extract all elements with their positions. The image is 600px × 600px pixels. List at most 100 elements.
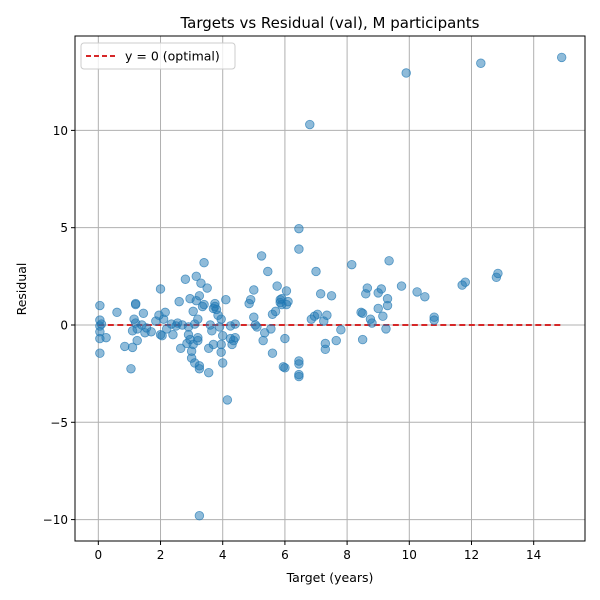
data-point xyxy=(249,312,259,322)
data-point xyxy=(283,296,293,307)
data-point xyxy=(193,335,203,346)
data-point xyxy=(216,339,226,350)
data-point xyxy=(326,291,337,301)
data-point xyxy=(218,330,228,341)
data-point xyxy=(280,363,290,373)
data-point xyxy=(256,251,267,261)
x-tick-label: 14 xyxy=(526,548,541,562)
data-point xyxy=(258,335,268,346)
axis-ticks: 0 2 4 6 8 10 12 14 −10 −5 0 5 10 xyxy=(43,124,542,562)
data-point xyxy=(315,289,326,299)
data-point xyxy=(266,324,276,334)
data-point xyxy=(378,311,388,321)
data-point xyxy=(281,286,292,296)
data-point xyxy=(207,326,217,336)
data-point xyxy=(194,364,205,374)
y-tick-label: −5 xyxy=(50,416,68,430)
x-tick-label: 8 xyxy=(343,548,351,562)
data-point xyxy=(194,511,205,521)
x-axis-label: Target (years) xyxy=(286,570,374,585)
data-point xyxy=(336,325,346,335)
data-point xyxy=(249,285,259,295)
data-point xyxy=(146,327,156,337)
data-point xyxy=(208,339,219,350)
data-point xyxy=(132,335,142,346)
data-point xyxy=(127,342,138,353)
data-point xyxy=(95,348,105,358)
data-point xyxy=(280,333,290,344)
data-point xyxy=(357,334,368,345)
data-point xyxy=(373,303,383,314)
data-point xyxy=(95,300,105,311)
data-point xyxy=(194,291,205,301)
data-point xyxy=(246,294,256,305)
data-point xyxy=(202,283,212,293)
y-tick-label: 5 xyxy=(60,221,68,235)
y-axis-label: Residual xyxy=(14,263,29,316)
data-point xyxy=(270,306,281,317)
y-tick-label: 10 xyxy=(53,124,68,138)
data-point xyxy=(214,322,225,332)
data-point xyxy=(311,266,321,277)
data-point xyxy=(196,278,206,288)
data-point xyxy=(120,341,130,352)
data-point xyxy=(382,294,393,304)
data-point xyxy=(174,296,184,307)
data-point xyxy=(101,332,111,343)
data-point xyxy=(362,283,373,293)
data-point xyxy=(272,281,282,291)
data-point xyxy=(294,244,304,254)
data-point xyxy=(263,266,273,277)
data-point xyxy=(126,364,136,374)
data-point xyxy=(193,314,203,324)
data-point xyxy=(460,277,470,287)
data-point xyxy=(493,268,503,279)
chart-title: Targets vs Residual (val), M participant… xyxy=(179,14,479,32)
data-point xyxy=(367,318,377,328)
data-point xyxy=(160,307,170,318)
data-point xyxy=(218,358,228,368)
legend-box xyxy=(80,42,236,70)
data-point xyxy=(199,258,209,268)
data-point xyxy=(157,330,167,341)
data-point xyxy=(305,119,315,130)
data-point xyxy=(267,348,278,358)
data-point xyxy=(294,223,304,234)
data-point xyxy=(347,259,357,270)
data-point xyxy=(381,324,391,334)
data-point xyxy=(294,359,304,369)
x-tick-label: 6 xyxy=(281,548,289,562)
y-tick-label: 0 xyxy=(60,318,68,332)
data-point xyxy=(401,68,411,78)
x-tick-label: 4 xyxy=(219,548,227,562)
x-tick-label: 10 xyxy=(402,548,417,562)
legend-label: y = 0 (optimal) xyxy=(125,49,220,64)
data-point xyxy=(429,315,439,325)
x-tick-label: 2 xyxy=(157,548,165,562)
data-point xyxy=(412,287,422,297)
data-point xyxy=(556,52,567,63)
data-point xyxy=(396,281,407,291)
data-point xyxy=(216,347,226,357)
data-point xyxy=(230,332,240,343)
data-point xyxy=(138,308,149,319)
data-point xyxy=(204,367,214,378)
data-point xyxy=(357,308,368,319)
data-point xyxy=(230,319,240,329)
data-point xyxy=(180,274,191,284)
data-point xyxy=(112,307,122,318)
data-point xyxy=(188,306,198,317)
data-point xyxy=(222,395,233,405)
data-point xyxy=(176,343,186,354)
data-point xyxy=(216,314,226,324)
data-point xyxy=(476,58,486,68)
data-point xyxy=(320,344,331,355)
legend: y = 0 (optimal) xyxy=(80,42,236,70)
data-point xyxy=(376,284,387,294)
data-point xyxy=(191,271,201,282)
y-tick-label: −10 xyxy=(43,513,68,527)
data-point xyxy=(312,309,323,319)
data-point xyxy=(322,310,332,320)
